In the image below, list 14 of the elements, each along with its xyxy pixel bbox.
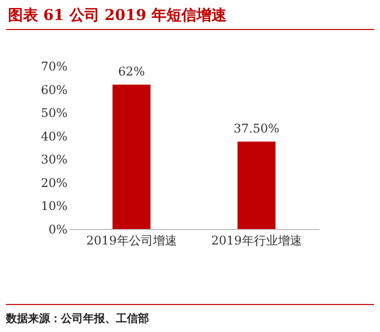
y-tick-label: 20%	[40, 176, 68, 190]
data-label: 62%	[118, 64, 145, 79]
y-tick-label: 0%	[48, 222, 68, 236]
y-tick-label: 60%	[40, 82, 68, 97]
source-note: 数据来源：公司年报、工信部	[6, 311, 150, 326]
data-label: 37.50%	[234, 122, 280, 136]
chart-title: 图表 61 公司 2019 年短信增速	[6, 6, 374, 30]
y-tick-label: 30%	[40, 152, 68, 167]
y-tick-label: 70%	[40, 60, 68, 74]
y-tick-label: 40%	[40, 129, 68, 144]
x-tick-label: 2019年公司增速	[86, 234, 177, 248]
y-tick-label: 50%	[40, 106, 68, 120]
x-tick-label: 2019年行业增速	[211, 234, 302, 248]
y-tick-label: 10%	[40, 199, 68, 214]
